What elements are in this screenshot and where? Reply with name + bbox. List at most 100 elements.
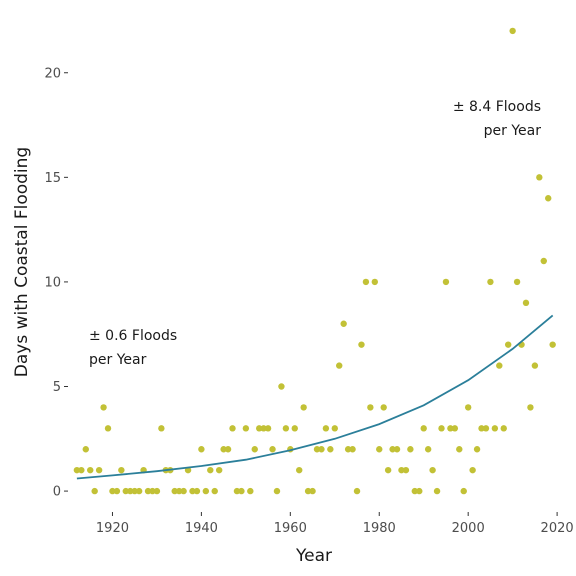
- data-point: [131, 487, 138, 495]
- data-point: [82, 446, 89, 453]
- data-point: [264, 425, 272, 432]
- y-tick-label: 15: [44, 171, 61, 186]
- data-point: [127, 487, 134, 495]
- data-point: [353, 487, 361, 495]
- data-point: [496, 362, 503, 369]
- data-point: [309, 487, 316, 495]
- data-point: [504, 341, 512, 348]
- data-point: [464, 404, 472, 411]
- data-point: [344, 446, 352, 453]
- data-point: [104, 425, 112, 432]
- annotation-late-line1: ± 8.4 Floods: [453, 99, 541, 115]
- data-point: [175, 487, 183, 495]
- x-axis: 1920 1940 1960 1980 2000 2020: [96, 512, 574, 536]
- data-point: [349, 446, 356, 453]
- data-point: [438, 425, 445, 432]
- data-point: [135, 487, 143, 495]
- data-point: [384, 466, 392, 474]
- trend-line: [76, 314, 554, 480]
- data-point: [282, 425, 290, 432]
- data-point: [278, 383, 285, 390]
- data-point: [78, 466, 85, 474]
- data-point: [91, 487, 98, 495]
- annotation-early-line1: ± 0.6 Floods: [89, 328, 177, 344]
- data-point: [549, 341, 556, 348]
- data-point: [442, 278, 450, 286]
- data-point: [389, 446, 396, 453]
- data-point: [376, 446, 383, 453]
- y-tick-label: 10: [44, 275, 61, 290]
- data-point: [207, 466, 214, 474]
- annotation-late-line2: per Year: [484, 123, 542, 139]
- y-axis: 0 5 10 15 20: [44, 66, 68, 500]
- data-point: [522, 299, 530, 307]
- data-point: [260, 425, 267, 432]
- data-point: [113, 487, 121, 495]
- data-point: [487, 278, 494, 286]
- data-point: [158, 425, 165, 432]
- x-tick-label: 2020: [541, 521, 574, 536]
- data-point: [527, 404, 534, 411]
- data-point: [509, 27, 516, 35]
- data-point: [380, 404, 387, 411]
- data-point: [456, 446, 463, 453]
- data-point: [251, 446, 258, 453]
- data-point: [198, 446, 205, 453]
- data-point: [460, 487, 467, 495]
- data-point: [149, 487, 156, 495]
- x-tick-label: 1960: [274, 521, 307, 536]
- data-point: [340, 320, 347, 327]
- data-point: [171, 487, 178, 495]
- y-tick-label: 5: [53, 380, 61, 395]
- data-point: [393, 446, 401, 453]
- y-tick-label: 0: [53, 485, 61, 500]
- data-point: [367, 404, 374, 411]
- y-axis-title: Days with Coastal Flooding: [12, 147, 32, 377]
- data-point: [358, 341, 365, 348]
- data-point: [411, 487, 419, 495]
- data-point: [407, 446, 414, 453]
- data-point: [109, 487, 116, 495]
- data-point: [229, 425, 236, 432]
- data-point: [122, 487, 130, 495]
- annotation-late: ± 8.4 Floods per Year: [453, 99, 541, 139]
- data-point: [95, 466, 103, 474]
- data-point: [180, 487, 187, 495]
- data-point: [331, 425, 338, 432]
- x-tick-label: 2000: [452, 521, 485, 536]
- annotation-early-line2: per Year: [89, 352, 147, 368]
- data-point: [500, 425, 507, 432]
- y-tick-label: 20: [44, 66, 61, 81]
- data-point: [429, 466, 436, 474]
- annotation-early: ± 0.6 Floods per Year: [89, 328, 177, 368]
- data-point: [100, 404, 107, 411]
- data-point: [540, 257, 547, 265]
- data-point: [189, 487, 196, 495]
- data-point: [202, 487, 210, 495]
- data-point: [144, 487, 152, 495]
- data-point: [215, 466, 223, 474]
- data-point: [531, 362, 539, 369]
- data-point: [224, 446, 232, 453]
- data-point: [318, 446, 325, 453]
- data-point: [482, 425, 490, 432]
- data-point: [238, 487, 245, 495]
- data-point: [322, 425, 330, 432]
- data-point: [273, 487, 281, 495]
- data-point: [433, 487, 441, 495]
- data-point: [336, 362, 343, 369]
- data-point: [233, 487, 241, 495]
- data-point: [255, 425, 263, 432]
- x-tick-label: 1980: [363, 521, 396, 536]
- x-tick-label: 1940: [185, 521, 218, 536]
- data-point: [87, 466, 94, 474]
- data-point: [211, 487, 218, 495]
- data-point: [291, 425, 298, 432]
- data-point: [447, 425, 454, 432]
- data-point: [118, 466, 125, 474]
- data-point: [478, 425, 485, 432]
- data-point: [296, 466, 303, 474]
- data-point: [473, 446, 481, 453]
- data-point: [451, 425, 459, 432]
